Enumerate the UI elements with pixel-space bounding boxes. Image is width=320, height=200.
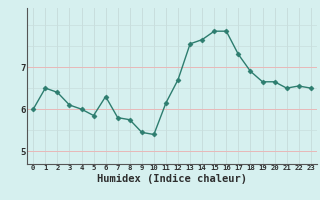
X-axis label: Humidex (Indice chaleur): Humidex (Indice chaleur) [97, 174, 247, 184]
